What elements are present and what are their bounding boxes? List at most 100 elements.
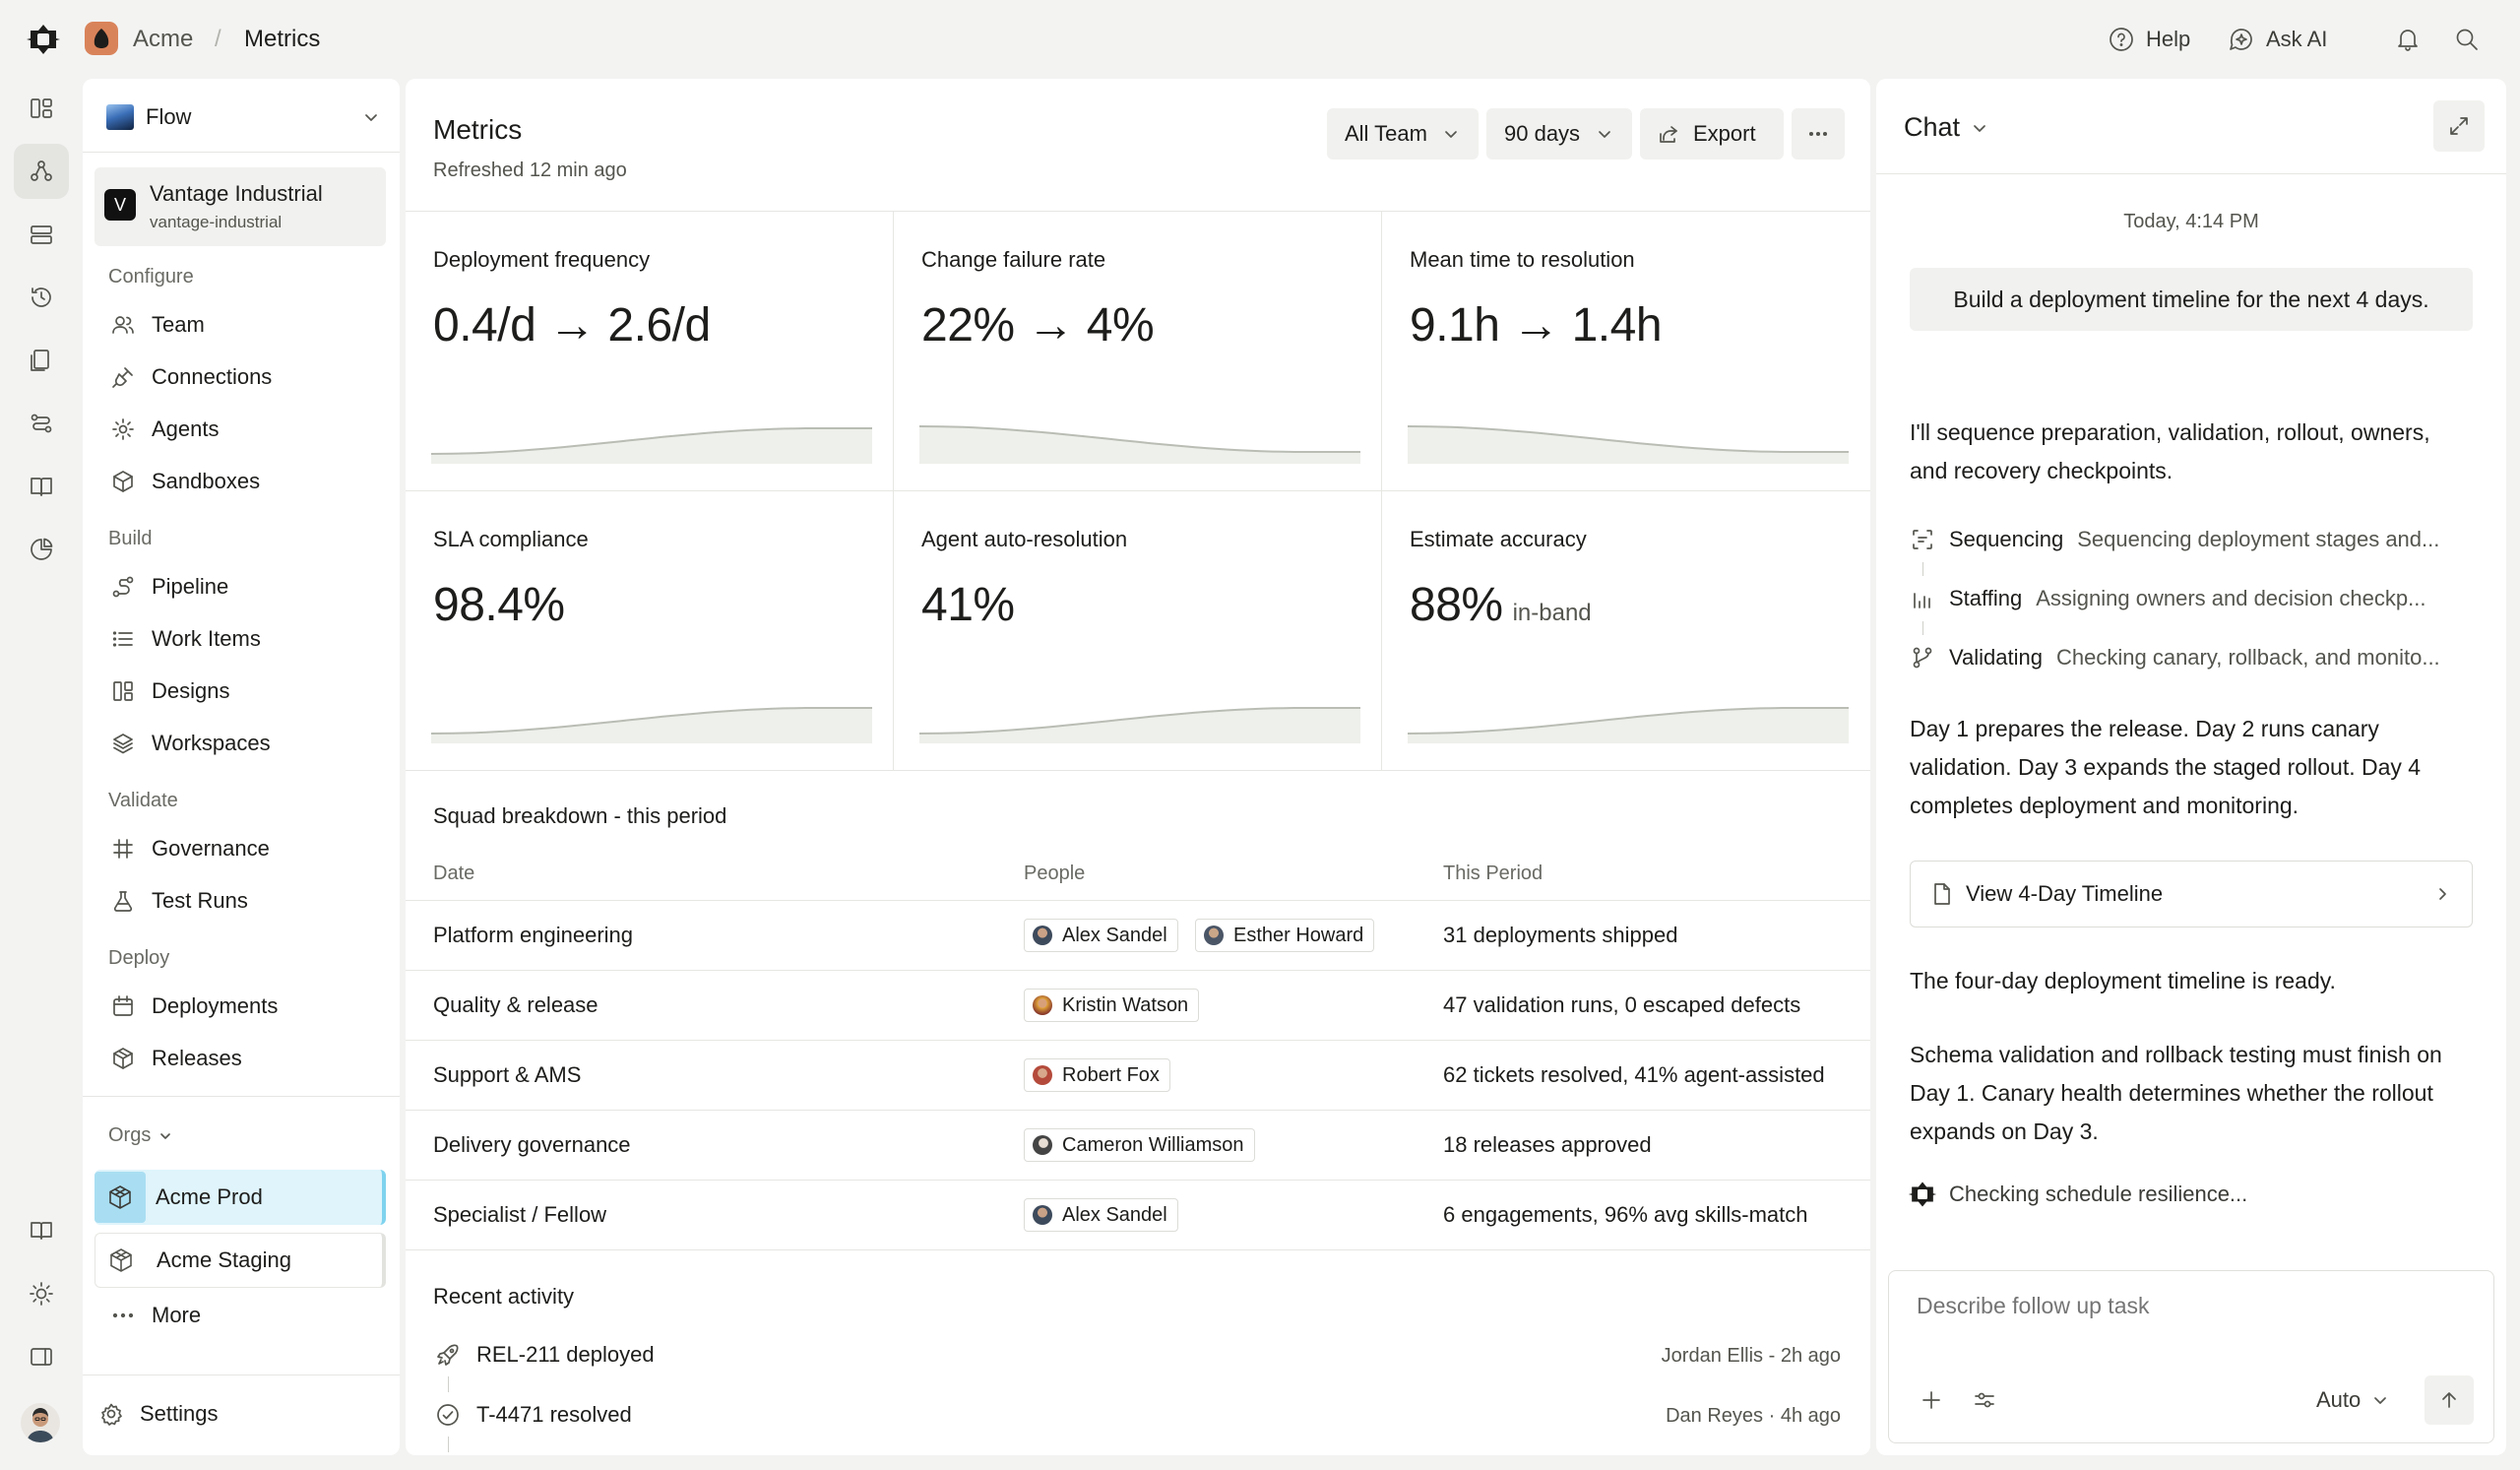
rail-routes[interactable] [14,396,69,451]
users-icon [108,310,138,340]
nav-item-deployments[interactable]: Deployments [108,987,278,1026]
kpi-label: Agent auto-resolution [921,527,1128,551]
kpi-label: Mean time to resolution [1410,247,1635,272]
workspace-switcher[interactable]: Flow [106,98,382,136]
nav-item-agents[interactable]: Agents [108,410,220,449]
table-row[interactable]: Platform engineering Alex Sandel Esther … [406,900,1870,970]
nav-item-team[interactable]: Team [108,305,205,345]
kpi-card[interactable]: Estimate accuracy 88% in-band [1382,490,1870,770]
user-avatar[interactable] [21,1403,60,1442]
nav-item-sandboxes[interactable]: Sandboxes [108,462,260,501]
metrics-panel: Metrics Refreshed 12 min ago All Team 90… [406,79,1870,1455]
plus-icon[interactable] [1915,1383,1948,1417]
column-header[interactable]: Date [433,863,475,884]
avatar [1033,1065,1052,1085]
sidebar-toggle-icon [28,1343,55,1371]
settings-button[interactable]: Settings [96,1394,219,1434]
rail-book[interactable] [14,459,69,514]
table-row[interactable]: Support & AMS Robert Fox 62 tickets reso… [406,1040,1870,1110]
divider [83,1374,400,1375]
help-icon [2107,25,2136,54]
rail-chart[interactable] [14,522,69,577]
person-chip[interactable]: Alex Sandel [1024,919,1178,952]
rail-sidebar-toggle[interactable] [14,1329,69,1384]
column-header[interactable]: This Period [1443,863,1544,884]
kpi-card[interactable]: Deployment frequency 0.4/d → 2.6/d [406,211,894,490]
project-card[interactable]: V Vantage Industrial vantage-industrial [94,167,386,246]
sparkline-line [1408,425,1849,453]
sparkline-area [431,428,872,464]
range-filter[interactable]: 90 days [1486,108,1632,160]
sparkline-area [919,426,1360,464]
book-open-icon [28,1217,55,1245]
sliders-icon[interactable] [1968,1383,2001,1417]
nav-item-pipeline[interactable]: Pipeline [108,567,228,607]
agent-step[interactable]: Sequencing Sequencing deployment stages … [1908,522,2439,557]
more-options-button[interactable] [1792,108,1845,160]
nav-item-more[interactable]: More [108,1296,201,1335]
person-chip[interactable]: Robert Fox [1024,1058,1170,1092]
spinner-logo-icon [1908,1180,1937,1209]
rail-book-open[interactable] [14,1203,69,1258]
rail-docs[interactable] [14,333,69,388]
table-row[interactable]: Delivery governance Cameron Williamson 1… [406,1110,1870,1180]
agent-step[interactable]: Staffing Assigning owners and decision c… [1908,581,2426,616]
nav-item-governance[interactable]: Governance [108,829,270,868]
kpi-card[interactable]: SLA compliance 98.4% [406,490,894,770]
nav-item-workspaces[interactable]: Workspaces [108,724,271,763]
ask-ai-button[interactable]: Ask AI [2227,22,2327,57]
cube-icon [95,1235,147,1286]
orgs-toggle[interactable]: Orgs [108,1124,174,1147]
rail-flow[interactable] [14,144,69,199]
docs-icon [28,347,55,374]
agent-step[interactable]: Validating Checking canary, rollback, an… [1908,640,2440,675]
timeline-card[interactable]: View 4-Day Timeline [1910,861,2473,927]
divider [406,770,1870,771]
nav-item-designs[interactable]: Designs [108,671,229,711]
rail-theme[interactable] [14,1266,69,1321]
person-chip[interactable]: Alex Sandel [1024,1198,1178,1232]
kpi-card[interactable]: Change failure rate 22% → 4% [894,211,1382,490]
follow-up-input[interactable] [1917,1293,2468,1352]
expand-icon [2447,114,2471,138]
nav-item-connections[interactable]: Connections [108,357,272,397]
nav-item-releases[interactable]: Releases [108,1039,242,1078]
chat-panel: Chat Today, 4:14 PM Build a deployment t… [1876,79,2506,1455]
expand-button[interactable] [2433,100,2485,152]
kpi-sparkline [431,707,872,743]
export-button[interactable]: Export [1640,108,1784,160]
activity-item[interactable]: REL-211 deployed [433,1335,655,1374]
activity-item[interactable]: T-4471 resolved [433,1395,632,1435]
sparkline-line [1408,707,1849,735]
chat-title-dropdown[interactable]: Chat [1904,112,1989,143]
kpi-label: Change failure rate [921,247,1106,272]
search-icon[interactable] [2449,22,2485,57]
org-acme-staging[interactable]: Acme Staging [94,1233,386,1288]
column-header[interactable]: People [1024,863,1086,884]
kpi-value: 41% [921,579,1015,631]
person-chip[interactable]: Cameron Williamson [1024,1128,1255,1162]
app-logo-icon[interactable] [26,22,61,57]
share-icon [1658,122,1681,146]
table-row[interactable]: Quality & release Kristin Watson 47 vali… [406,970,1870,1040]
send-button[interactable] [2425,1375,2474,1425]
kpi-label: Deployment frequency [433,247,651,272]
help-button[interactable]: Help [2107,22,2190,57]
project-slug: vantage-industrial [150,213,283,231]
table-row[interactable]: Specialist / Fellow Alex Sandel 6 engage… [406,1180,1870,1249]
person-chip[interactable]: Kristin Watson [1024,989,1200,1022]
rail-dashboard[interactable] [14,81,69,136]
bell-icon[interactable] [2390,22,2426,57]
nav-item-test-runs[interactable]: Test Runs [108,881,248,921]
team-filter[interactable]: All Team [1327,108,1479,160]
model-select[interactable]: Auto [2316,1383,2390,1417]
nav-item-work-items[interactable]: Work Items [108,619,261,659]
kpi-card[interactable]: Agent auto-resolution 41% [894,490,1382,770]
rail-history[interactable] [14,270,69,325]
rail-servers[interactable] [14,207,69,262]
kpi-card[interactable]: Mean time to resolution 9.1h → 1.4h [1382,211,1870,490]
person-chip[interactable]: Esther Howard [1195,919,1375,952]
org-avatar[interactable] [85,22,118,55]
org-acme-prod[interactable]: Acme Prod [94,1170,386,1225]
breadcrumb-org[interactable]: Acme [133,26,194,52]
